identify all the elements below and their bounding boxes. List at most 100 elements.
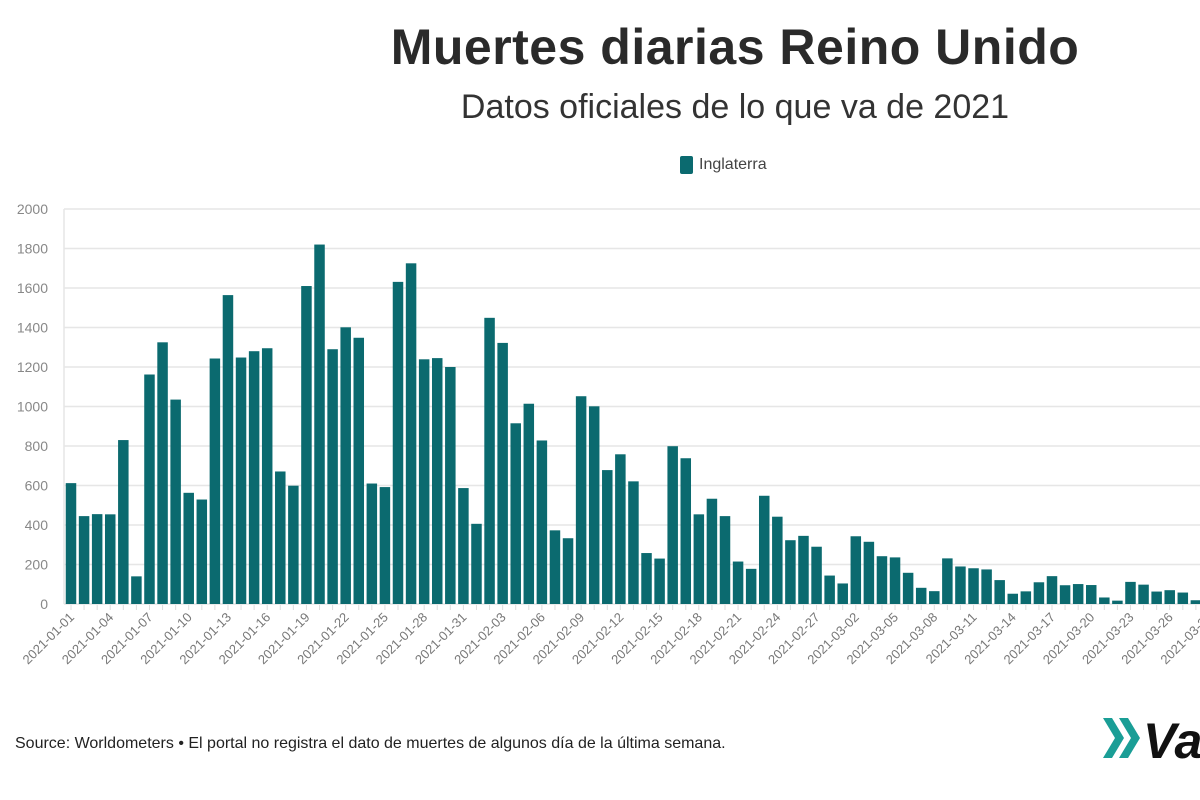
bar (144, 374, 155, 604)
bar (1164, 590, 1175, 604)
bar (445, 367, 456, 604)
bar (785, 540, 796, 604)
bar (353, 337, 365, 604)
bar (1177, 592, 1189, 604)
chart-title: Muertes diarias Reino Unido (390, 19, 1080, 75)
legend-label: Inglaterra (699, 156, 767, 173)
publisher-logo: Va (1103, 713, 1200, 767)
bar (615, 454, 626, 604)
bar (288, 485, 299, 604)
bar (91, 514, 103, 604)
bar (1099, 597, 1110, 604)
bar (889, 557, 901, 604)
bar (628, 481, 639, 604)
bar (654, 558, 665, 604)
bar (693, 514, 705, 604)
bar (602, 470, 613, 604)
bar (850, 536, 862, 604)
bar (536, 440, 548, 604)
bar (458, 488, 469, 604)
bar (405, 263, 417, 604)
bar (824, 575, 835, 604)
bar-chart: 0 200 400 600 800 1000 1200 1400 1600 1800 2000 20… (17, 201, 1200, 667)
bar (510, 423, 521, 604)
bar (471, 523, 482, 604)
bar (1190, 600, 1200, 604)
bar (772, 516, 783, 604)
bar (732, 561, 744, 604)
bar (798, 535, 809, 604)
bar (1007, 593, 1019, 604)
bar (680, 458, 692, 604)
legend-swatch (680, 156, 693, 174)
bar (588, 406, 600, 604)
bar (523, 403, 535, 604)
bar (327, 349, 338, 604)
bar (1059, 585, 1071, 604)
bar (863, 541, 875, 604)
bar (745, 568, 757, 604)
bar (641, 553, 652, 604)
y-tick-label: 0 (40, 596, 48, 612)
bar (758, 495, 770, 604)
y-tick-label: 2000 (17, 201, 48, 217)
bar (131, 576, 142, 604)
bar (301, 286, 312, 604)
y-tick-label: 1600 (17, 280, 48, 296)
bar (876, 556, 888, 604)
bar (484, 317, 495, 604)
legend: Inglaterra (680, 156, 767, 174)
bar (222, 295, 234, 604)
bar (1151, 591, 1162, 604)
bar (392, 281, 404, 604)
bar (118, 440, 129, 604)
bar (1125, 581, 1136, 604)
bar (170, 399, 181, 604)
bar (65, 483, 77, 604)
bar (196, 499, 208, 604)
bar (575, 396, 587, 604)
bar (837, 583, 848, 604)
bar (994, 580, 1005, 604)
bar (1085, 585, 1097, 604)
bar (431, 358, 443, 604)
bar (981, 569, 992, 604)
bar (929, 591, 940, 604)
chart-subtitle: Datos oficiales de lo que va de 2021 (460, 88, 1010, 126)
source-note: Source: Worldometers • El portal no regi… (15, 735, 726, 752)
bar (915, 587, 927, 604)
bar (968, 568, 979, 604)
y-tick-label: 1400 (17, 320, 48, 336)
bar (497, 342, 508, 604)
y-tick-label: 200 (25, 557, 49, 573)
bar (1020, 591, 1032, 604)
bar (366, 483, 378, 604)
bar (1033, 582, 1045, 604)
bar (157, 342, 168, 604)
bar (955, 566, 966, 604)
logo-chevron-2 (1119, 718, 1140, 758)
bar (314, 244, 325, 605)
y-axis-ticks: 0 200 400 600 800 1000 1200 1400 1600 1800 2000 (17, 201, 48, 612)
y-tick-label: 1800 (17, 241, 48, 257)
y-tick-label: 800 (25, 438, 49, 454)
bars (65, 244, 1200, 605)
bar (275, 471, 286, 604)
y-tick-label: 1000 (17, 399, 48, 415)
bar (706, 498, 718, 604)
bar (78, 516, 90, 604)
bar (811, 546, 822, 604)
bar (261, 348, 273, 604)
bar (1138, 584, 1149, 604)
bar (719, 516, 731, 604)
bar (942, 558, 953, 604)
y-tick-label: 400 (25, 517, 49, 533)
bar (549, 530, 561, 604)
bar (209, 358, 221, 604)
bar (340, 327, 351, 604)
logo-text: Va (1143, 713, 1200, 767)
bar (1046, 576, 1058, 604)
y-tick-label: 1200 (17, 359, 48, 375)
bar (418, 359, 430, 604)
bar (667, 446, 678, 604)
